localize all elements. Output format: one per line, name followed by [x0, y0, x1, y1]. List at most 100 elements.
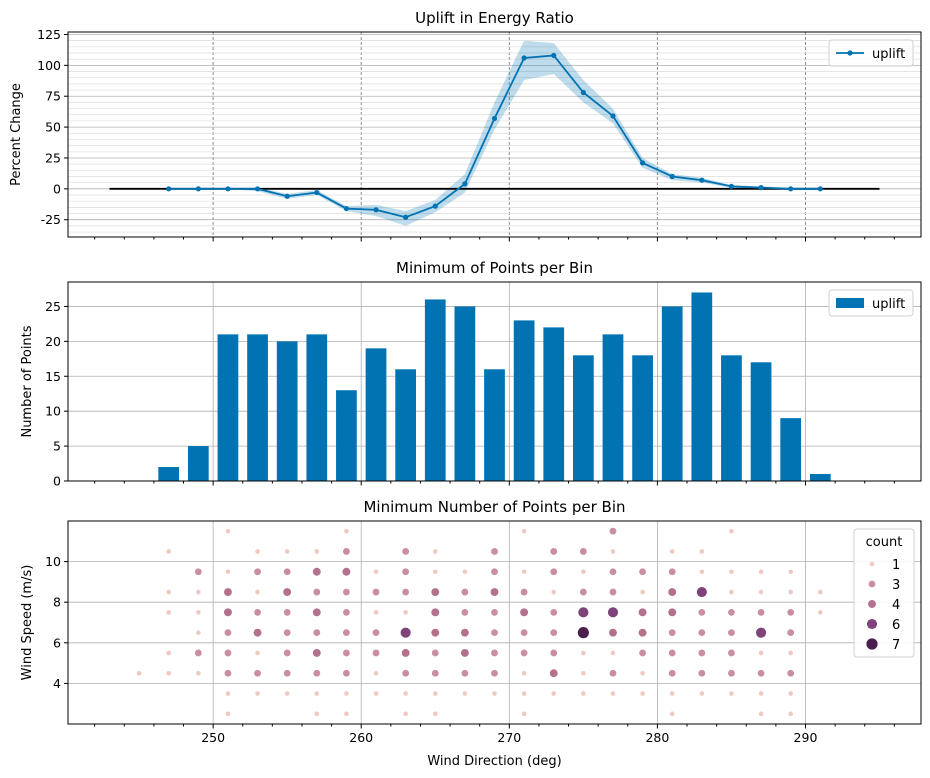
uplift-point	[610, 113, 616, 119]
scatter-point	[668, 568, 676, 576]
scatter-point	[225, 691, 231, 696]
scatter-point	[224, 669, 232, 677]
scatter-point	[283, 669, 291, 677]
chart-title: Minimum Number of Points per Bin	[363, 498, 625, 516]
scatter-point	[550, 629, 558, 637]
points-per-bin-chart: 0 5 10 15 20 25 Minimum of Points per Bin Numbe…	[20, 259, 922, 489]
scatter-point	[431, 649, 439, 657]
scatter-point	[372, 629, 380, 637]
scatter-point	[460, 649, 469, 657]
legend-marker	[866, 638, 878, 650]
scatter-point	[462, 691, 468, 696]
scatter-point	[431, 628, 440, 637]
scatter-point	[314, 691, 320, 696]
scatter-point	[520, 629, 528, 637]
scatter-point	[432, 691, 438, 696]
legend-label: uplift	[872, 297, 905, 312]
scatter-point	[402, 588, 410, 596]
scatter-point	[729, 589, 734, 595]
scatter-point	[638, 608, 647, 617]
scatter-point	[432, 711, 438, 717]
scatter-point	[668, 588, 677, 596]
scatter-point	[817, 589, 823, 595]
scatter-point	[729, 569, 734, 575]
scatter-point	[283, 608, 291, 616]
scatter-point	[401, 649, 410, 657]
scatter-point	[283, 588, 292, 596]
uplift-point	[699, 177, 705, 183]
scatter-point	[223, 588, 232, 596]
scatter-point	[729, 528, 734, 534]
bar	[158, 467, 180, 481]
uplift-point	[314, 189, 320, 196]
scatter-point	[431, 588, 440, 596]
scatter-point	[610, 549, 616, 554]
legend-entry-label: 4	[892, 598, 900, 613]
scatter-point	[224, 649, 232, 657]
scatter-point	[223, 608, 232, 617]
scatter-point	[520, 588, 528, 596]
bar	[424, 299, 446, 481]
uplift-point	[788, 186, 794, 192]
uplift-point	[521, 55, 527, 61]
scatter-point	[283, 649, 291, 657]
scatter-point	[758, 569, 764, 575]
x-axis-label: Wind Direction (deg)	[427, 754, 561, 769]
uplift-point	[758, 185, 764, 191]
scatter-point	[166, 650, 172, 656]
scatter-point	[757, 669, 765, 677]
scatter-point	[313, 669, 321, 677]
scatter-point	[521, 569, 527, 575]
scatter-point	[577, 627, 589, 639]
scatter-point	[729, 691, 734, 696]
scatter-point	[756, 627, 767, 638]
scatter-point	[313, 588, 321, 596]
scatter-point	[521, 711, 527, 717]
scatter-point	[668, 608, 677, 617]
scatter-point	[312, 649, 321, 657]
uplift-point	[284, 193, 290, 199]
scatter-point	[373, 670, 379, 676]
axes-frame	[67, 281, 922, 482]
legend-entry-label: 3	[892, 578, 900, 593]
y-tick-label: 50	[45, 120, 61, 135]
scatter-point	[432, 549, 438, 554]
bar	[306, 334, 328, 481]
scatter-point	[788, 589, 793, 595]
scatter-point	[461, 669, 469, 677]
y-tick-label: 25	[45, 150, 61, 165]
bar	[543, 327, 565, 481]
scatter-point	[638, 628, 647, 637]
scatter-point	[224, 629, 232, 637]
scatter-point	[699, 549, 705, 554]
x-tick-label: 290	[794, 730, 818, 745]
scatter-point	[254, 669, 261, 677]
scatter-point	[402, 548, 410, 555]
y-axis-label: Number of Points	[20, 325, 35, 437]
y-tick-label: 10	[45, 404, 61, 419]
scatter-point	[225, 569, 231, 575]
scatter-point	[166, 610, 172, 615]
uplift-point	[195, 186, 201, 192]
scatter-point	[166, 670, 172, 676]
uplift-point	[225, 186, 231, 192]
scatter-point	[728, 669, 735, 677]
axes-frame	[67, 31, 922, 238]
scatter-point	[314, 549, 320, 554]
scatter-point	[491, 608, 498, 616]
scatter-point	[787, 629, 795, 637]
scatter-point	[312, 567, 321, 576]
chart-title: Uplift in Energy Ratio	[415, 9, 574, 27]
scatter-point	[758, 691, 764, 696]
legend-marker	[868, 580, 876, 588]
bar	[750, 362, 772, 481]
scatter-point	[669, 711, 675, 717]
scatter-point	[373, 569, 379, 575]
uplift-point	[343, 205, 350, 212]
scatter-point	[254, 608, 261, 616]
x-tick-label: 270	[497, 730, 521, 745]
scatter-point	[668, 629, 676, 637]
y-tick-label: 6	[53, 635, 61, 650]
y-tick-label: 25	[45, 299, 61, 314]
y-tick-label: 10	[45, 554, 61, 569]
